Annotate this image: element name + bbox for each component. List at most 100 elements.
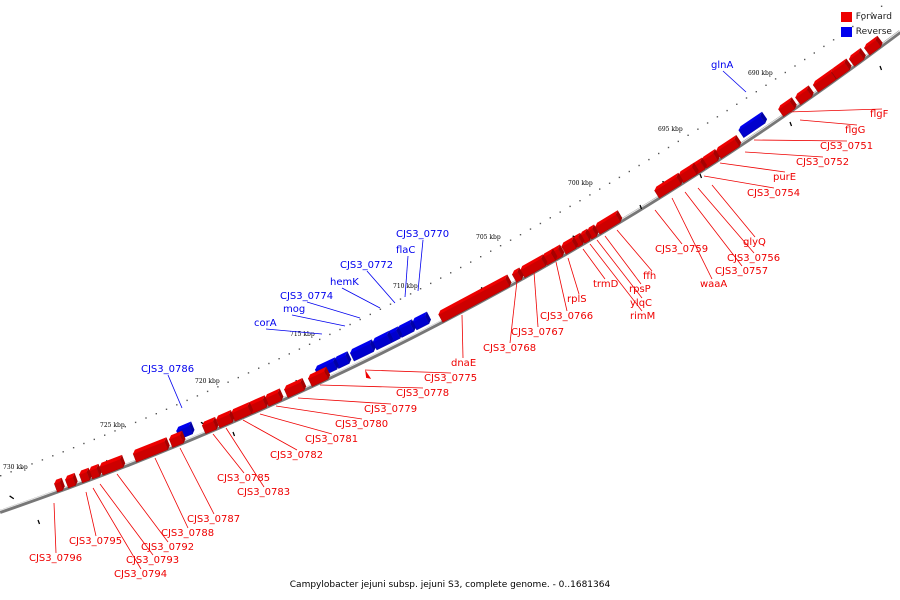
ring-dot (765, 84, 767, 86)
gene-cjs3_0783 (215, 410, 235, 429)
leader-line (744, 151, 824, 158)
gene-label: CJS3_0796 (29, 553, 82, 564)
ring-dot (559, 211, 561, 213)
leader-line (366, 270, 396, 304)
leader-line (259, 413, 333, 435)
leader-line (616, 229, 653, 272)
leader-line (53, 502, 57, 554)
gene-label: CJS3_0772 (340, 260, 393, 271)
gene-flgf (778, 97, 797, 117)
ring-dot (618, 176, 621, 179)
leader-line (604, 235, 642, 285)
ring-dot (569, 205, 571, 208)
ring-dot (0, 475, 2, 477)
minor-tick (232, 431, 236, 437)
ring-dot (755, 91, 757, 93)
gene-label: CJS3_0754 (747, 188, 800, 199)
ring-dot (726, 109, 728, 112)
leader-line (417, 239, 424, 292)
ring-dot (155, 413, 157, 415)
ring-dot (667, 146, 670, 149)
ring-dot (608, 182, 611, 184)
gene-cjs3_0795 (65, 472, 78, 489)
gene-label: glnA (711, 60, 733, 71)
leader-line (533, 271, 539, 328)
gene-cjs3_0775 (365, 369, 372, 379)
gene-label: CJS3_0794 (114, 569, 167, 580)
tick-mark (9, 495, 15, 500)
ring-dot (308, 343, 311, 345)
gene-cjs3_0788 (132, 437, 170, 463)
gene-glyq (715, 135, 742, 159)
gene-cjs3_0780 (264, 388, 284, 407)
gene-label: CJS3_0785 (217, 473, 270, 484)
gene-cjs3_0766 (542, 248, 558, 266)
gene-label: CJS3_0759 (655, 244, 708, 255)
leader-line (306, 301, 361, 319)
tick-label: 690 kbp (748, 70, 773, 77)
gene-label: CJS3_0756 (727, 253, 780, 264)
ring-dot (298, 348, 301, 350)
ring-dot (813, 52, 815, 54)
gene-label: CJS3_0783 (237, 487, 290, 498)
ring-dot (206, 390, 209, 393)
gene-label: CJS3_0751 (820, 141, 873, 152)
ring-dot (648, 158, 650, 161)
ring-dot (258, 367, 260, 369)
gene-dnae (438, 274, 512, 323)
leader-line (753, 139, 848, 142)
leader-line (212, 433, 245, 474)
ring-dot (628, 170, 630, 173)
gene-label: CJS3_0770 (396, 229, 449, 240)
ring-dot (716, 116, 719, 118)
gene-cjs3_0785 (201, 416, 219, 435)
ring-dot (349, 323, 351, 326)
ring-dot (539, 222, 542, 225)
gene-label: glyQ (743, 237, 766, 248)
gene-label: CJS3_0752 (796, 157, 849, 168)
ring-dot (490, 250, 492, 252)
gene-label: flgG (845, 125, 865, 136)
gene-cjs3_0796 (54, 477, 65, 493)
leader-line (461, 314, 464, 359)
ring-dot (519, 234, 522, 236)
minor-tick (639, 204, 643, 210)
minor-tick (37, 519, 41, 525)
leader-line (92, 487, 142, 570)
gene-cjs3_0768 (511, 267, 524, 283)
leader-line (179, 447, 215, 515)
ring-dot (196, 395, 199, 397)
leader-line (722, 70, 747, 93)
ring-dot (319, 338, 321, 341)
gene-label: CJS3_0775 (424, 373, 477, 384)
ring-dot (93, 438, 95, 441)
ring-dot (389, 303, 392, 305)
gene-label: mog (283, 304, 305, 315)
leader-line (799, 119, 858, 126)
gene-glna (738, 111, 768, 138)
ring-dot (399, 298, 402, 300)
gene-cjs3_0774 (349, 339, 376, 362)
ring-dot (278, 358, 280, 360)
gene-label: rpsP (629, 284, 651, 295)
gene-cjs3_0779 (284, 378, 307, 398)
leader-line (341, 287, 381, 309)
ring-dot (52, 455, 54, 457)
leader-line (671, 197, 713, 280)
ring-dot (339, 328, 341, 331)
ring-dot (480, 256, 482, 258)
tick-label: 705 kbp (476, 234, 501, 241)
tick-label: 730 kbp (3, 464, 28, 471)
ring-dot (871, 12, 873, 14)
leader-line (582, 248, 606, 280)
ring-dot (852, 25, 854, 28)
leader-line (154, 457, 189, 529)
gene-label: CJS3_0780 (335, 419, 388, 430)
gene-label: rplS (567, 294, 587, 305)
ring-dot (134, 421, 137, 424)
ring-dot (470, 261, 472, 263)
tick-label: 700 kbp (568, 180, 593, 187)
ring-dot (114, 430, 116, 432)
gene-label: CJS3_0788 (161, 528, 214, 539)
